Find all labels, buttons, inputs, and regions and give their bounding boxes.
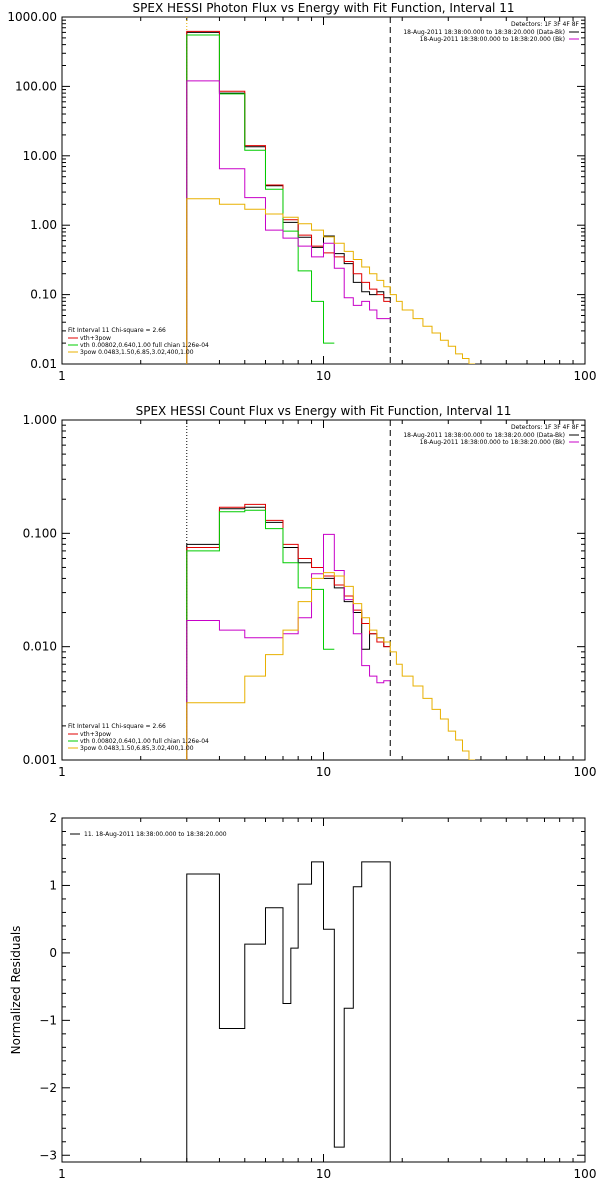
legend-entry-label: 18-Aug-2011 18:38:00.000 to 18:38:20.000… xyxy=(403,432,565,439)
y-tick-label: 100.00 xyxy=(15,79,57,93)
x-tick-label: 10 xyxy=(316,765,331,779)
x-tick-label: 100 xyxy=(574,369,597,383)
series-1-line xyxy=(186,861,391,1162)
series-2-line xyxy=(186,503,391,760)
legend-entry-label: vth+3pow xyxy=(80,731,111,738)
y-tick-label: −1 xyxy=(39,1013,57,1027)
chart-panel-1: SPEX HESSI Photon Flux vs Energy with Fi… xyxy=(7,1,596,383)
x-tick-label: 10 xyxy=(316,369,331,383)
y-tick-label: 0.10 xyxy=(30,288,57,302)
x-tick-label: 100 xyxy=(574,765,597,779)
series-3-line xyxy=(186,34,335,364)
x-tick-label: 1 xyxy=(58,1167,66,1181)
legend-entry-label: vth 0.00802,0.640,1.00 full chian 1.26e-… xyxy=(80,342,209,349)
chart-panel-3: 1 10 100 −3 −2 −1 0 1 2 Normalized Residuals 11. 1… xyxy=(9,811,596,1181)
legend-entry-label: vth 0.00802,0.640,1.00 full chian 1.26e-… xyxy=(80,738,209,745)
y-tick-label: 2 xyxy=(49,811,57,825)
legend-entry-label: 18-Aug-2011 18:38:00.000 to 18:38:20.000… xyxy=(420,36,565,43)
series-4-line xyxy=(186,80,391,364)
chart-title: SPEX HESSI Count Flux vs Energy with Fit… xyxy=(136,404,512,418)
legend-entry-label: 3pow 0.0483,1.50,6.85,3.02,400,1.00 xyxy=(80,745,194,752)
y-tick-label: −3 xyxy=(39,1148,57,1162)
x-tick-label: 1 xyxy=(58,765,66,779)
y-tick-label: 0.100 xyxy=(23,526,57,540)
legend-entry-label: 11. 18-Aug-2011 18:38:00.000 to 18:38:20… xyxy=(84,831,227,838)
legend-header: Fit Interval 11 Chi-square = 2.66 xyxy=(68,327,166,334)
y-tick-label: 0.01 xyxy=(30,357,57,371)
series-5-line xyxy=(186,198,476,364)
chart-title: SPEX HESSI Photon Flux vs Energy with Fi… xyxy=(133,1,515,15)
y-tick-label: 10.00 xyxy=(23,149,57,163)
x-tick-label: 100 xyxy=(574,1167,597,1181)
x-tick-label: 1 xyxy=(58,369,66,383)
chart-panel-2: SPEX HESSI Count Flux vs Energy with Fit… xyxy=(23,404,597,779)
legend-entry-label: 18-Aug-2011 18:38:00.000 to 18:38:20.000… xyxy=(403,29,565,36)
legend-entry-label: 18-Aug-2011 18:38:00.000 to 18:38:20.000… xyxy=(420,439,565,446)
series-4-line xyxy=(186,533,391,760)
y-tick-label: 1.000 xyxy=(23,413,57,427)
legend-header: Fit Interval 11 Chi-square = 2.66 xyxy=(68,723,166,730)
y-tick-label: 0 xyxy=(49,946,57,960)
legend-header: Detectors: 1F 3F 4F 8F xyxy=(511,21,580,28)
y-tick-label: 1000.00 xyxy=(7,10,57,24)
legend-header: Detectors: 1F 3F 4F 8F xyxy=(511,424,580,431)
legend-entry-label: vth+3pow xyxy=(80,335,111,342)
y-tick-label: 0.001 xyxy=(23,753,57,767)
series-1-line xyxy=(186,31,391,364)
x-tick-label: 10 xyxy=(316,1167,331,1181)
y-tick-label: 1 xyxy=(49,878,57,892)
series-3-line xyxy=(186,509,335,760)
y-tick-label: 1.00 xyxy=(30,218,57,232)
y-axis-label: Normalized Residuals xyxy=(9,926,23,1055)
series-5-line xyxy=(186,572,476,760)
y-tick-label: 0.010 xyxy=(23,640,57,654)
y-tick-label: −2 xyxy=(39,1081,57,1095)
legend-entry-label: 3pow 0.0483,1.50,6.85,3.02,400,1.00 xyxy=(80,349,194,356)
